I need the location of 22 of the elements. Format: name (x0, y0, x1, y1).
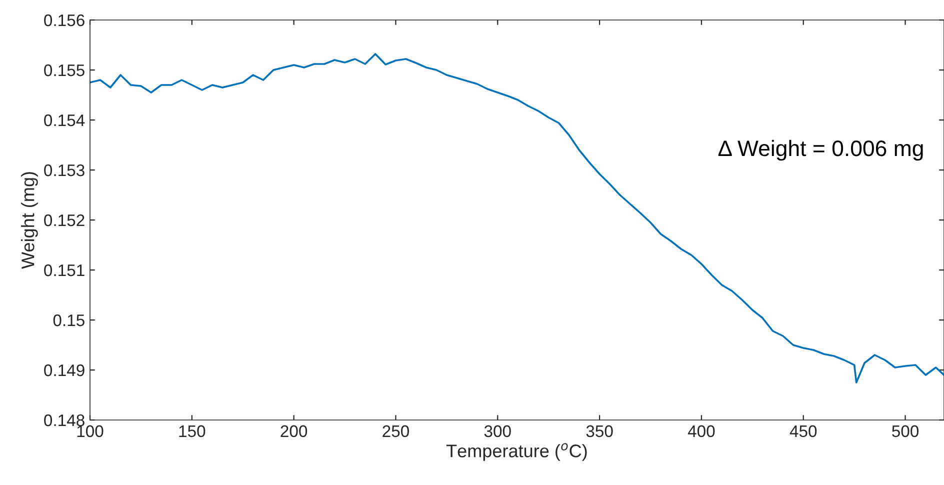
y-tick-label: 0.154 (44, 114, 85, 126)
x-tick-label: 200 (280, 425, 308, 438)
y-tick-label: 0.152 (44, 214, 84, 226)
x-tick-label: 150 (179, 425, 206, 438)
y-axis-title: Weight (mg) (21, 172, 38, 269)
x-tick-label: 350 (586, 425, 613, 438)
y-tick-label: 0.15 (53, 314, 84, 326)
x-tick-label: 500 (892, 425, 919, 438)
y-tick-label: 0.149 (44, 364, 84, 376)
annotation: Δ Weight = 0.006 mg (718, 140, 923, 161)
y-tick-label: 0.148 (44, 414, 84, 426)
y-tick-label: 0.153 (44, 164, 84, 176)
x-axis-title: Temperature ($^{o}$C) (446, 443, 587, 461)
x-tick-label: 450 (790, 425, 817, 438)
x-tick-label: 100 (77, 425, 104, 438)
y-tick-label: 0.151 (44, 264, 84, 276)
x-tick-label: 250 (382, 425, 409, 438)
y-tick-label: 0.156 (44, 14, 84, 26)
x-tick-label: 400 (688, 425, 715, 438)
line-series (90, 53, 944, 384)
x-tick-label: 300 (484, 425, 511, 438)
y-tick-label: 0.155 (44, 64, 84, 76)
